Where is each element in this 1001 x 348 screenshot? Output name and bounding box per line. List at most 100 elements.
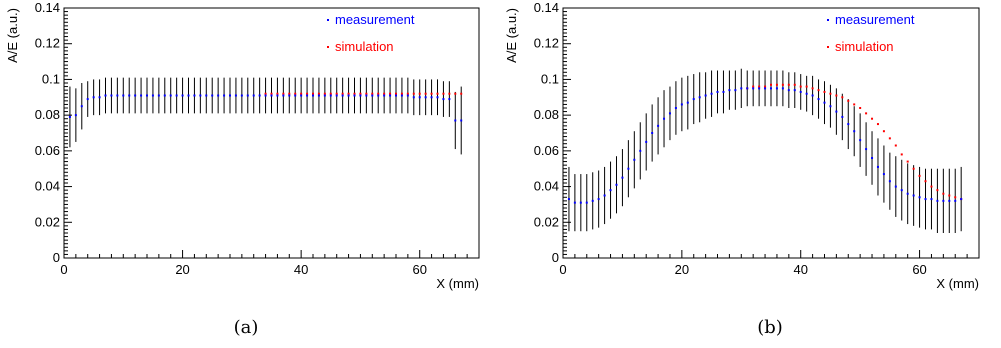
measurement-point (775, 87, 778, 90)
measurement-point (692, 98, 695, 101)
measurement-point (758, 87, 761, 90)
measurement-point (211, 94, 214, 97)
measurement-point (454, 119, 457, 122)
measurement-point (157, 94, 160, 97)
measurement-point (169, 94, 172, 97)
simulation-point (841, 96, 844, 99)
chart-a: 0 20 40 60 0 0.02 0.04 0.06 0.08 0.1 0.12 0.14 X (mm… (5, 0, 480, 291)
simulation-point (312, 92, 314, 95)
simulation-point (770, 83, 772, 86)
measurement-point (264, 94, 267, 97)
caption-a: (a) (233, 317, 259, 338)
measurement-point (835, 110, 838, 113)
simulation-point (805, 85, 808, 88)
y-tick-label: 0.12 (35, 36, 60, 51)
measurement-point (442, 98, 445, 101)
simulation-point (383, 92, 386, 95)
simulation-point (835, 94, 838, 97)
simulation-point (323, 92, 326, 95)
simulation-point (775, 83, 778, 86)
measurement-point (799, 90, 802, 93)
measurement-point (98, 96, 101, 99)
legend-marker-measurement (327, 19, 329, 21)
y-tick-label: 0.02 (35, 214, 60, 229)
simulation-point (948, 194, 951, 197)
plot-frame (562, 7, 980, 259)
measurement-point (847, 123, 850, 126)
simulation-point (430, 92, 433, 95)
y-tick-label: 0 (552, 250, 559, 265)
y-axis-title: A/E (a.u.) (5, 8, 20, 63)
measurement-point (371, 94, 374, 97)
simulation-point (371, 92, 374, 95)
measurement-point (948, 199, 951, 202)
measurement-point (728, 89, 731, 92)
simulation-point (406, 92, 409, 95)
simulation-point (865, 112, 868, 115)
simulation-point (347, 92, 350, 95)
legend-marker-simulation (327, 46, 329, 48)
measurement-point (781, 87, 784, 90)
measurement-point (92, 96, 95, 99)
simulation-point (829, 92, 832, 95)
simulation-point (853, 103, 856, 106)
measurement-point (960, 198, 963, 201)
simulation-point (918, 174, 921, 177)
measurement-point (645, 140, 648, 143)
measurement-point (412, 96, 415, 99)
measurement-point (841, 115, 844, 118)
legend-label-measurement: measurement (335, 12, 415, 27)
simulation-point (781, 83, 784, 86)
measurement-point (128, 94, 131, 97)
simulation-point (341, 92, 344, 95)
x-tick-label: 60 (412, 262, 426, 277)
measurement-point (80, 105, 83, 108)
simulation-point (300, 92, 303, 95)
measurement-point (312, 94, 314, 97)
measurement-point (811, 94, 814, 97)
simulation-point (888, 137, 891, 140)
simulation-point (942, 192, 945, 195)
measurement-point (924, 198, 927, 201)
measurement-point (270, 94, 273, 97)
measurement-point (347, 94, 350, 97)
y-tick-label: 0.14 (534, 0, 559, 15)
simulation-point (395, 92, 397, 95)
measurement-point (217, 94, 220, 97)
measurement-point (122, 94, 125, 97)
measurement-point (859, 139, 862, 142)
measurement-point (389, 94, 392, 97)
measurement-point (151, 94, 154, 97)
x-axis-title: X (mm) (936, 276, 979, 291)
measurement-point (698, 96, 701, 99)
measurement-point (252, 94, 255, 97)
measurement-point (294, 94, 297, 97)
measurement-point (686, 101, 689, 104)
measurement-point (199, 94, 202, 97)
legend-label-simulation: simulation (335, 39, 394, 54)
measurement-point (680, 103, 683, 106)
measurement-point (329, 94, 332, 97)
y-tick-label: 0.08 (534, 107, 559, 122)
simulation-point (906, 160, 909, 163)
simulation-point (424, 92, 427, 95)
simulation-point (288, 92, 291, 95)
chart-panel-a: 0 20 40 60 0 0.02 0.04 0.06 0.08 0.1 0.12 0.14 X (mm… (0, 0, 500, 348)
simulation-point (930, 185, 933, 188)
measurement-point (163, 94, 166, 97)
legend-marker-measurement (827, 19, 829, 21)
caption-b: (b) (757, 317, 783, 338)
simulation-point (793, 83, 796, 86)
measurement-point (258, 94, 261, 97)
simulation-point (448, 92, 451, 95)
simulation-point (436, 92, 439, 95)
y-tick-label: 0.08 (35, 107, 60, 122)
simulation-point (377, 92, 380, 95)
measurement-point (716, 90, 719, 93)
x-tick-label: 20 (175, 262, 189, 277)
y-tick-label: 0 (53, 250, 60, 265)
measurement-point (817, 98, 820, 101)
y-tick-label: 0.12 (534, 36, 559, 51)
measurement-point (936, 199, 939, 202)
x-tick-label: 40 (793, 262, 807, 277)
